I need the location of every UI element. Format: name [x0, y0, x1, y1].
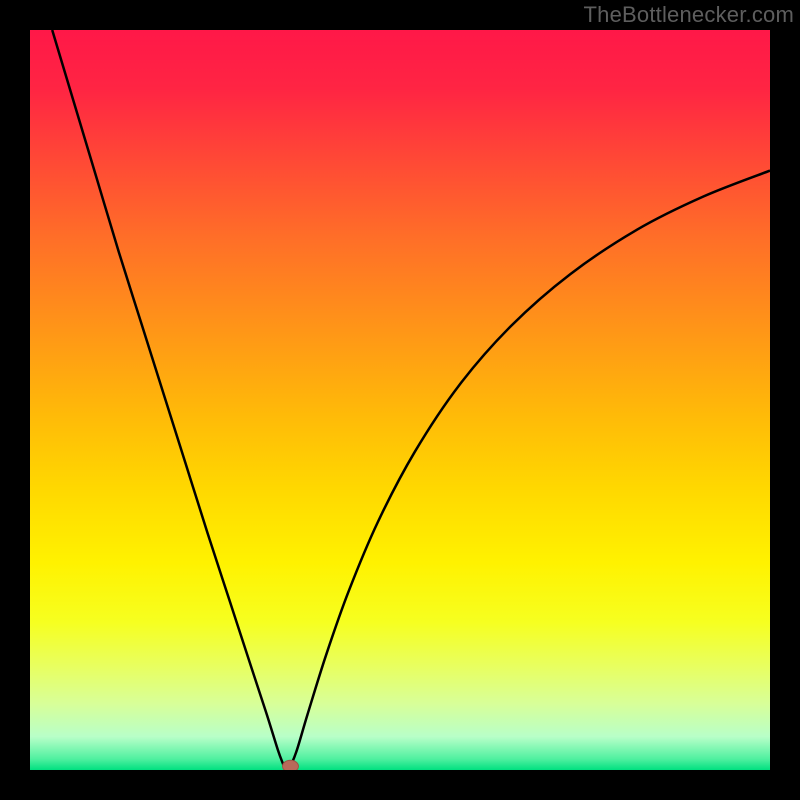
attribution-text: TheBottlenecker.com	[584, 2, 794, 28]
chart-background	[30, 30, 770, 770]
bottleneck-chart	[0, 0, 800, 800]
